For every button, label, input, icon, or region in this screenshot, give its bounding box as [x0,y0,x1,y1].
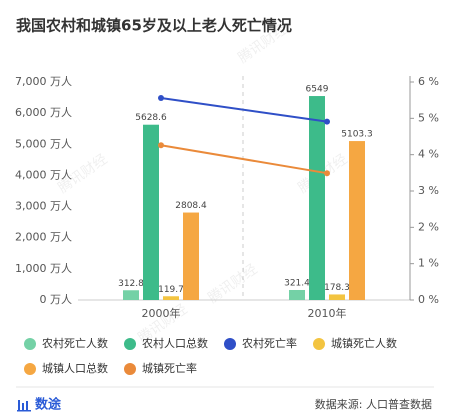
rate-line [160,96,328,123]
rate-point [324,170,330,177]
y2-tick-label: 4 % [418,148,439,161]
value-label: 119.7 [158,285,184,295]
source: 数据来源: 人口普查数据 [315,397,432,411]
y-tick-label: 6,000 万人 [15,106,72,119]
brand-icon [17,400,31,412]
y-tick-label: 1,000 万人 [15,262,72,275]
value-label: 2808.4 [175,201,207,211]
rate-point [158,94,164,101]
legend-swatch [24,363,36,375]
legend-label: 农村人口总数 [142,336,208,350]
chart-title: 我国农村和城镇65岁及以上老人死亡情况 [16,17,292,35]
value-label: 6549 [306,85,329,95]
bar [309,96,325,300]
value-label: 312.8 [118,279,144,289]
legend-swatch [124,338,136,350]
bar [183,212,199,300]
legend-label: 农村死亡人数 [42,336,108,350]
rate-point [158,142,164,149]
legend-swatch [313,338,325,350]
bar [289,289,305,300]
legend-label: 城镇死亡人数 [331,336,397,350]
bar [349,141,365,300]
value-label: 5103.3 [341,130,373,140]
value-label: 178.3 [324,283,350,293]
y-tick-label: 5,000 万人 [15,137,72,150]
bar [143,124,159,300]
x-tick-label: 2000年 [142,306,181,320]
y2-tick-label: 3 % [418,184,439,197]
brand: 数途 [35,397,62,413]
rate-line [160,144,328,175]
legend-swatch [124,363,136,375]
y2-tick-label: 6 % [418,75,439,88]
y-tick-label: 7,000 万人 [15,75,72,88]
y-tick-label: 3,000 万人 [15,200,72,213]
rate-point [324,118,330,125]
y-tick-label: 2,000 万人 [15,231,72,244]
y2-tick-label: 0 % [418,293,439,306]
y2-tick-label: 1 % [418,257,439,270]
y-tick-label: 4,000 万人 [15,168,72,181]
x-tick-label: 2010年 [308,306,347,320]
y-tick-label: 0 万人 [40,293,73,306]
y2-tick-label: 5 % [418,111,439,124]
bar [163,296,179,300]
bar [329,294,345,300]
legend-swatch [224,338,236,350]
bar [123,290,139,300]
legend-label: 城镇人口总数 [42,361,108,375]
y2-tick-label: 2 % [418,220,439,233]
value-label: 5628.6 [135,113,167,123]
legend-label: 城镇死亡率 [142,361,197,375]
legend-swatch [24,338,36,350]
value-label: 321.4 [284,278,310,288]
legend-label: 农村死亡率 [242,336,297,350]
